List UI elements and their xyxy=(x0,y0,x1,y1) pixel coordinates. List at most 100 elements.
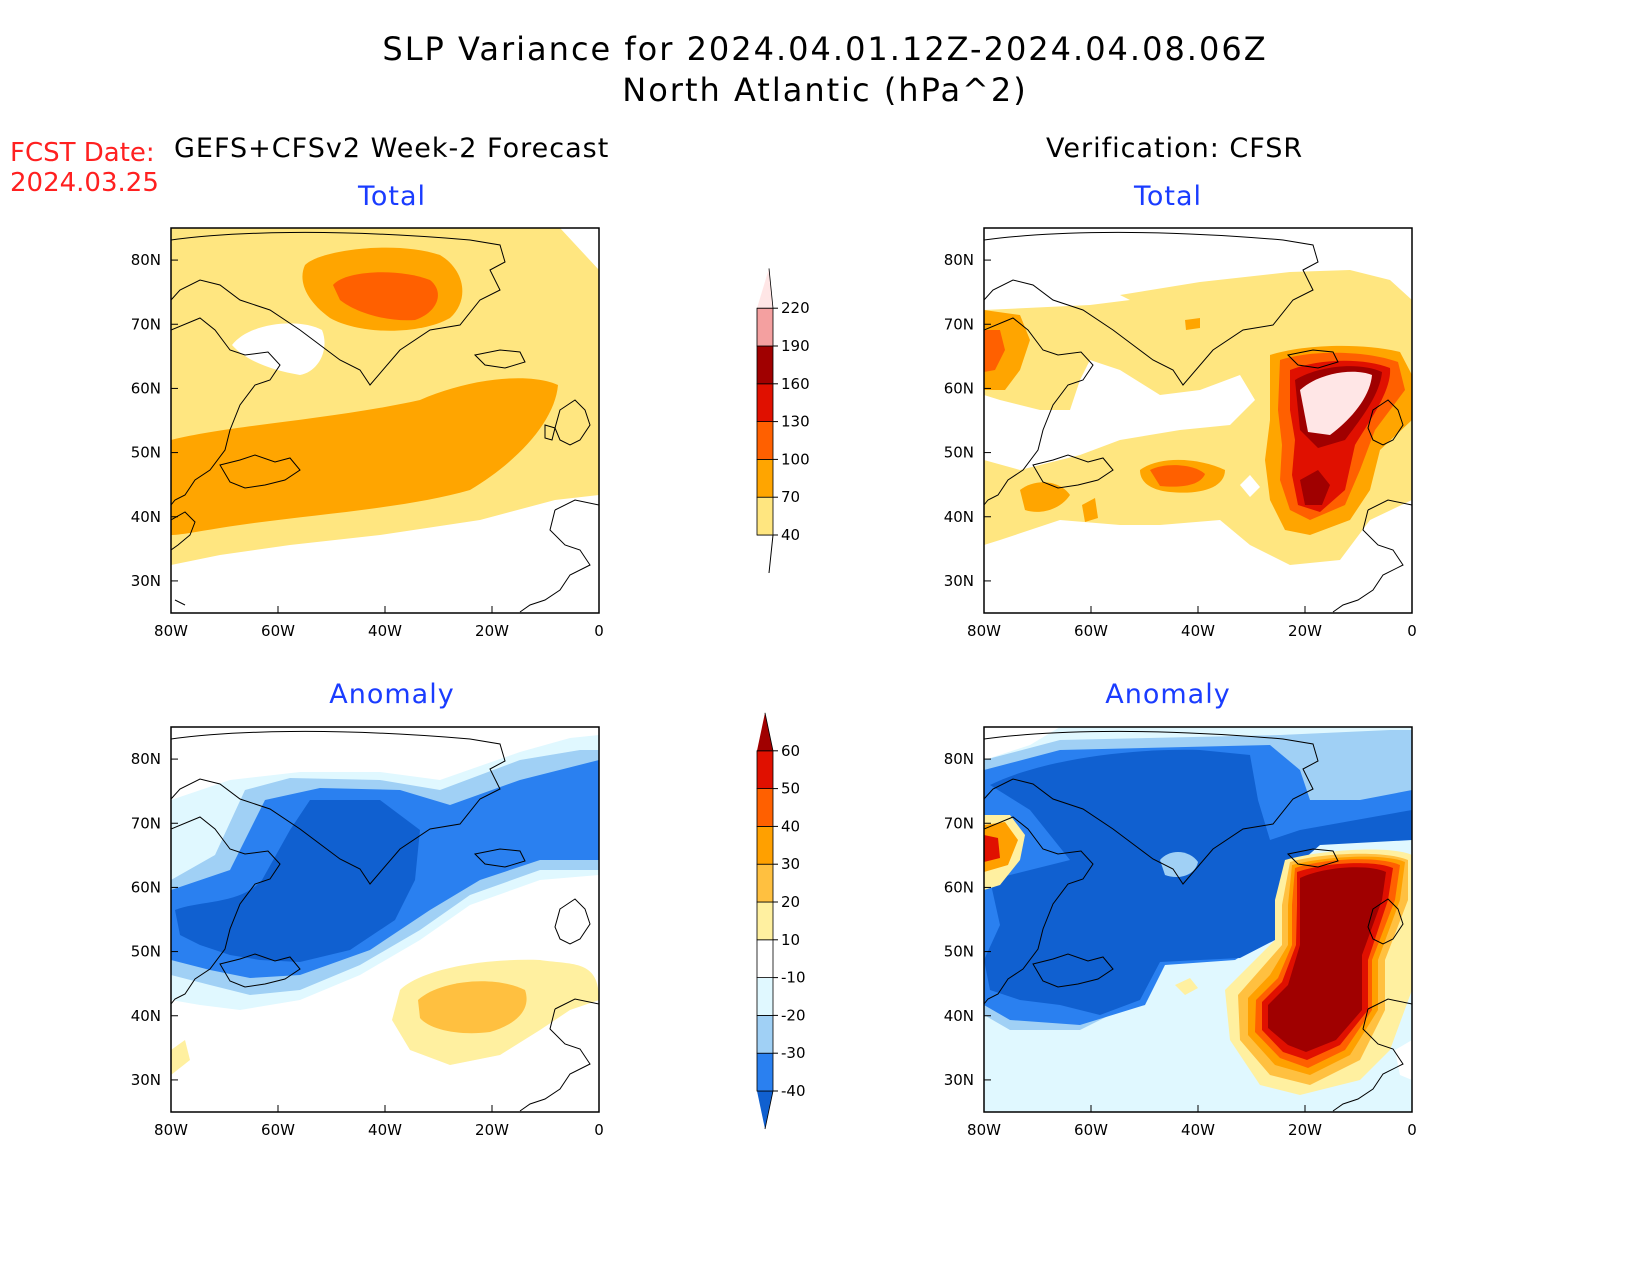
shade-white-east xyxy=(1395,1040,1412,1080)
colorbar-box xyxy=(756,977,774,1016)
shade-160-190-south xyxy=(1300,470,1330,505)
lat-tick-label: 30N xyxy=(131,572,161,590)
lon-tick-label: 60W xyxy=(261,1121,295,1139)
lat-tick-label: 40N xyxy=(131,508,161,526)
lon-tick-label: 0 xyxy=(594,622,604,640)
lat-tick-label: 70N xyxy=(944,814,974,832)
coastlines-forecast-anomaly xyxy=(171,730,599,1112)
lat-tick-label: 60N xyxy=(131,878,161,896)
colorbar-label: -20 xyxy=(781,1006,806,1024)
shade-white-hole xyxy=(232,323,325,375)
lat-tick-label: 70N xyxy=(131,814,161,832)
forecast-heading: GEFS+CFSv2 Week-2 Forecast xyxy=(174,133,610,164)
coastlines-verification-total xyxy=(984,231,1412,613)
lat-tick-label: 80N xyxy=(131,251,161,269)
colorbar-label: 100 xyxy=(781,450,810,468)
lat-tick-label: 40N xyxy=(944,508,974,526)
lon-tick-label: 0 xyxy=(1407,1121,1417,1139)
colorbar-label: 50 xyxy=(781,780,800,798)
lat-tick-label: 40N xyxy=(944,1007,974,1025)
lon-tick-label: 60W xyxy=(1074,1121,1108,1139)
colorbar-box xyxy=(756,826,774,865)
colorbar-box xyxy=(756,383,774,422)
lon-tick-label: 20W xyxy=(475,622,509,640)
forecast-date-value: 2024.03.25 xyxy=(10,168,159,198)
forecast-date-block: FCST Date: 2024.03.25 xyxy=(10,138,159,198)
colorbar-box xyxy=(756,901,774,941)
colorbar-box xyxy=(756,345,774,385)
lon-tick-label: 20W xyxy=(475,1121,509,1139)
colorbar-box xyxy=(756,458,774,498)
colorbar-box xyxy=(756,496,774,536)
colorbar-box xyxy=(756,750,774,789)
shade-below-minus40 xyxy=(984,749,1412,1015)
lat-tick-label: 60N xyxy=(944,878,974,896)
colorbar-label: 190 xyxy=(781,337,810,355)
colorbar-top-triangle xyxy=(757,712,774,752)
colorbar-label: 20 xyxy=(781,893,800,911)
colorbar-box xyxy=(756,421,774,460)
shade-below-minus40 xyxy=(175,800,420,962)
lat-tick-label: 50N xyxy=(131,943,161,961)
lon-tick-label: 40W xyxy=(1181,622,1215,640)
colorbar-box xyxy=(756,939,774,978)
colorbar-label: -30 xyxy=(781,1044,806,1062)
colorbar-low-triangle xyxy=(757,1090,774,1130)
lat-tick-label: 30N xyxy=(944,572,974,590)
shade-70-100-spot xyxy=(1185,318,1200,330)
lon-tick-label: 40W xyxy=(368,622,402,640)
lon-tick-label: 80W xyxy=(967,622,1001,640)
axes-layer: 30N 40N 50N 60N 70N 80N 80W 60W 40W 20W 0 30N 40N 50N… xyxy=(131,251,1417,1139)
lon-tick-label: 60W xyxy=(1074,622,1108,640)
colorbar-label: -10 xyxy=(781,969,806,987)
panel-subtitle-forecast-total: Total xyxy=(357,181,427,212)
colorbar-label: 10 xyxy=(781,931,800,949)
main-title: SLP Variance for 2024.04.01.12Z-2024.04.… xyxy=(382,30,1268,68)
lat-tick-label: 50N xyxy=(131,444,161,462)
shade-70-100-band xyxy=(171,378,558,535)
map-forecast-anomaly xyxy=(171,727,599,1112)
verification-heading: Verification: CFSR xyxy=(1046,133,1304,164)
shade-190-220-east xyxy=(1300,371,1372,435)
colorbar-label: 130 xyxy=(781,413,810,431)
colorbar-label: -40 xyxy=(781,1082,806,1100)
lon-tick-label: 0 xyxy=(1407,622,1417,640)
shade-100-130-labrador xyxy=(984,330,1005,372)
panel-subtitle-verification-anomaly: Anomaly xyxy=(1105,679,1231,710)
colorbar-label: 60 xyxy=(781,742,800,760)
map-verification-anomaly xyxy=(984,727,1412,1112)
lon-tick-label: 40W xyxy=(1181,1121,1215,1139)
colorbar-box xyxy=(756,1015,774,1054)
coastlines-forecast-total xyxy=(171,231,599,613)
total-colorbar: 40 70 100 130 160 190 220 xyxy=(756,268,810,574)
lat-tick-label: 70N xyxy=(131,315,161,333)
shade-above-60 xyxy=(1268,867,1386,1052)
lon-tick-label: 60W xyxy=(261,622,295,640)
colorbar-low-triangle xyxy=(757,534,774,574)
colorbar-box xyxy=(756,307,774,347)
lat-tick-label: 30N xyxy=(131,1071,161,1089)
forecast-date-label: FCST Date: xyxy=(10,138,155,168)
lat-tick-label: 80N xyxy=(944,750,974,768)
main-subtitle: North Atlantic (hPa^2) xyxy=(622,71,1028,109)
lon-tick-label: 20W xyxy=(1288,1121,1322,1139)
lon-tick-label: 40W xyxy=(368,1121,402,1139)
lon-tick-label: 20W xyxy=(1288,622,1322,640)
lat-tick-label: 40N xyxy=(131,1007,161,1025)
shade-white-small xyxy=(1240,475,1260,497)
colorbar-top-triangle xyxy=(757,268,774,309)
lat-tick-label: 60N xyxy=(944,379,974,397)
lon-tick-label: 0 xyxy=(594,1121,604,1139)
lat-tick-label: 80N xyxy=(131,750,161,768)
shade-white-corner xyxy=(984,727,1060,760)
lat-tick-label: 70N xyxy=(944,315,974,333)
panel-subtitle-forecast-anomaly: Anomaly xyxy=(329,679,455,710)
lon-tick-label: 80W xyxy=(154,622,188,640)
lon-tick-label: 80W xyxy=(967,1121,1001,1139)
lat-tick-label: 80N xyxy=(944,251,974,269)
shade-plus20-plus30 xyxy=(418,981,527,1034)
shade-labrador-50 xyxy=(984,835,1000,862)
coastlines-verification-anomaly xyxy=(984,730,1412,1112)
colorbar-box xyxy=(756,863,774,903)
lat-tick-label: 60N xyxy=(131,379,161,397)
